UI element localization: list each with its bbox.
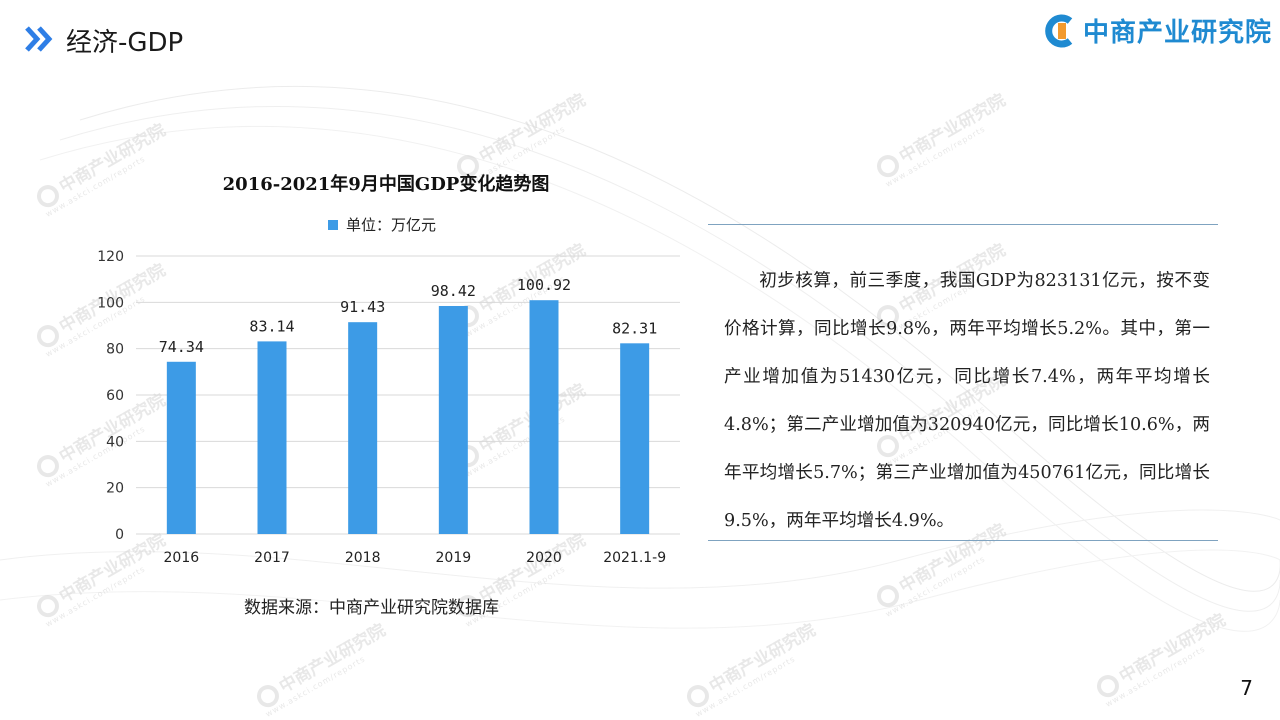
- bar: [348, 322, 378, 534]
- divider-bottom: [708, 540, 1218, 541]
- description-text: 初步核算，前三季度，我国GDP为823131亿元，按不变价格计算，同比增长9.8…: [724, 271, 1210, 531]
- bar: [620, 343, 650, 534]
- y-tick-label: 0: [115, 527, 124, 543]
- chart-title: 2016-2021年9月中国GDP变化趋势图: [222, 174, 550, 195]
- data-label: 74.34: [159, 338, 204, 356]
- x-tick-label: 2018: [345, 550, 381, 566]
- data-label: 82.31: [612, 319, 657, 337]
- legend-label: 单位：万亿元: [346, 216, 437, 234]
- brand-name: 中商产业研究院: [1082, 18, 1272, 48]
- bar: [438, 305, 468, 534]
- y-tick-label: 80: [106, 342, 124, 358]
- bar-chart: 0 20 40 60 80 100 120 74.34 2016 83.14 2017 91.43 20…: [97, 249, 680, 566]
- x-tick-label: 2017: [254, 550, 290, 566]
- legend-swatch: [328, 219, 338, 230]
- bar: [257, 341, 287, 534]
- description-panel: 初步核算，前三季度，我国GDP为823131亿元，按不变价格计算，同比增长9.8…: [708, 224, 1218, 542]
- x-tick-label: 2016: [164, 550, 200, 566]
- y-tick-label: 40: [106, 434, 124, 450]
- bar: [529, 300, 559, 534]
- chart-legend: 单位：万亿元: [328, 214, 436, 235]
- y-tick-label: 20: [106, 481, 124, 497]
- data-label: 83.14: [249, 317, 294, 335]
- data-label: 91.43: [340, 298, 385, 316]
- y-tick-label: 100: [97, 295, 124, 311]
- y-tick-label: 120: [97, 249, 124, 265]
- page-title: 经济-GDP: [66, 28, 184, 58]
- x-tick-label: 2019: [436, 550, 472, 566]
- data-label: 100.92: [517, 276, 571, 294]
- x-tick-label: 2020: [526, 550, 562, 566]
- brand-logo: 中商产业研究院: [1043, 12, 1272, 49]
- bar: [166, 361, 196, 534]
- double-chevron-icon: [25, 26, 53, 52]
- page-number: 7: [1240, 676, 1253, 700]
- data-label: 98.42: [431, 282, 476, 300]
- brand-icon: [1045, 14, 1073, 47]
- divider-top: [708, 224, 1218, 225]
- x-tick-label: 2021.1-9: [603, 550, 666, 566]
- y-tick-label: 60: [106, 388, 124, 404]
- data-source: 数据来源：中商产业研究院数据库: [244, 598, 499, 618]
